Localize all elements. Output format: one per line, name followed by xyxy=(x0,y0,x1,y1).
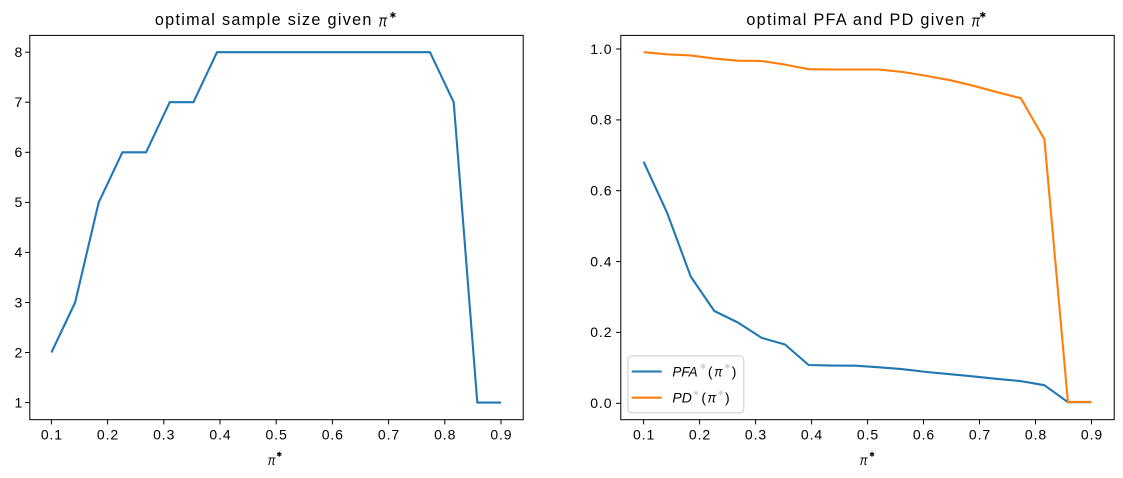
svg-text:π: π xyxy=(268,452,277,468)
svg-text:0.3: 0.3 xyxy=(745,427,767,443)
svg-text:0.7: 0.7 xyxy=(969,427,991,443)
svg-text:0.8: 0.8 xyxy=(590,112,612,128)
svg-text:0.7: 0.7 xyxy=(378,427,400,443)
svg-text:6: 6 xyxy=(15,144,23,160)
svg-text:2: 2 xyxy=(15,344,23,360)
svg-text:0.4: 0.4 xyxy=(801,427,823,443)
svg-text:3: 3 xyxy=(15,294,23,310)
svg-text:0.8: 0.8 xyxy=(434,427,456,443)
svg-text:0.9: 0.9 xyxy=(490,427,512,443)
svg-text:0.6: 0.6 xyxy=(913,427,935,443)
svg-text:0.2: 0.2 xyxy=(97,427,119,443)
svg-text:0.9: 0.9 xyxy=(1081,427,1103,443)
svg-text:PD(π): PD (π) xyxy=(672,390,729,406)
svg-text:optimal sample size given π: optimal sample size given π xyxy=(155,11,388,30)
svg-text:4: 4 xyxy=(15,244,23,260)
svg-text:0.8: 0.8 xyxy=(1025,427,1047,443)
svg-text:0.2: 0.2 xyxy=(590,324,612,340)
svg-text:0.1: 0.1 xyxy=(41,427,63,443)
svg-text:0.5: 0.5 xyxy=(266,427,288,443)
svg-text:0.6: 0.6 xyxy=(590,183,612,199)
svg-text:optimal PFA and PD given π: optimal PFA and PD given π xyxy=(746,11,981,30)
svg-text:0.4: 0.4 xyxy=(590,253,612,269)
svg-text:0.2: 0.2 xyxy=(689,427,711,443)
svg-text:0.6: 0.6 xyxy=(322,427,344,443)
svg-text:0.3: 0.3 xyxy=(153,427,175,443)
svg-text:π: π xyxy=(860,452,869,468)
svg-text:7: 7 xyxy=(15,94,23,110)
svg-text:0.1: 0.1 xyxy=(633,427,655,443)
svg-text:8: 8 xyxy=(15,44,23,60)
svg-text:5: 5 xyxy=(15,194,23,210)
svg-text:0.0: 0.0 xyxy=(590,395,612,411)
svg-text:1.0: 1.0 xyxy=(590,41,612,57)
svg-text:PFA(π): PFA(π) xyxy=(672,363,736,379)
svg-text:0.5: 0.5 xyxy=(857,427,879,443)
svg-text:1: 1 xyxy=(15,394,23,410)
svg-text:0.4: 0.4 xyxy=(209,427,231,443)
